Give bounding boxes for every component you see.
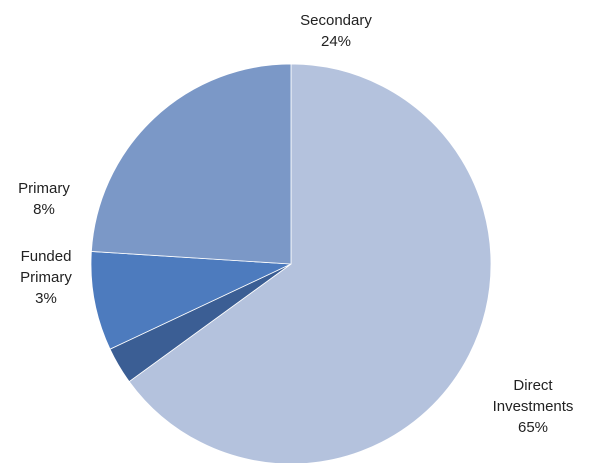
slice-label-secondary: Secondary 24% [300, 12, 372, 50]
slice-label-line: 65% [518, 419, 548, 436]
slice-label-line: Direct [513, 377, 553, 394]
slice-label-direct-investments: Direct Investments 65% [493, 377, 574, 436]
slice-label-funded-primary: Funded Primary 3% [20, 248, 72, 307]
pie-slice-direct-investments [128, 63, 492, 463]
slice-label-line: 8% [33, 201, 55, 218]
pie-slice-primary [90, 251, 292, 350]
slice-label-line: Primary [18, 180, 70, 197]
pie-slices [90, 63, 492, 463]
pie-labels: Direct Investments 65% Funded Primary 3% Prima… [18, 12, 573, 436]
slice-label-line: 3% [35, 290, 57, 307]
slice-label-primary: Primary 8% [18, 180, 70, 218]
slice-label-line: Investments [493, 398, 574, 415]
slice-label-line: 24% [321, 33, 351, 50]
slice-label-line: Primary [20, 269, 72, 286]
slice-label-line: Secondary [300, 12, 372, 29]
pie-slice-secondary [90, 63, 292, 265]
slice-label-line: Funded [21, 248, 72, 265]
